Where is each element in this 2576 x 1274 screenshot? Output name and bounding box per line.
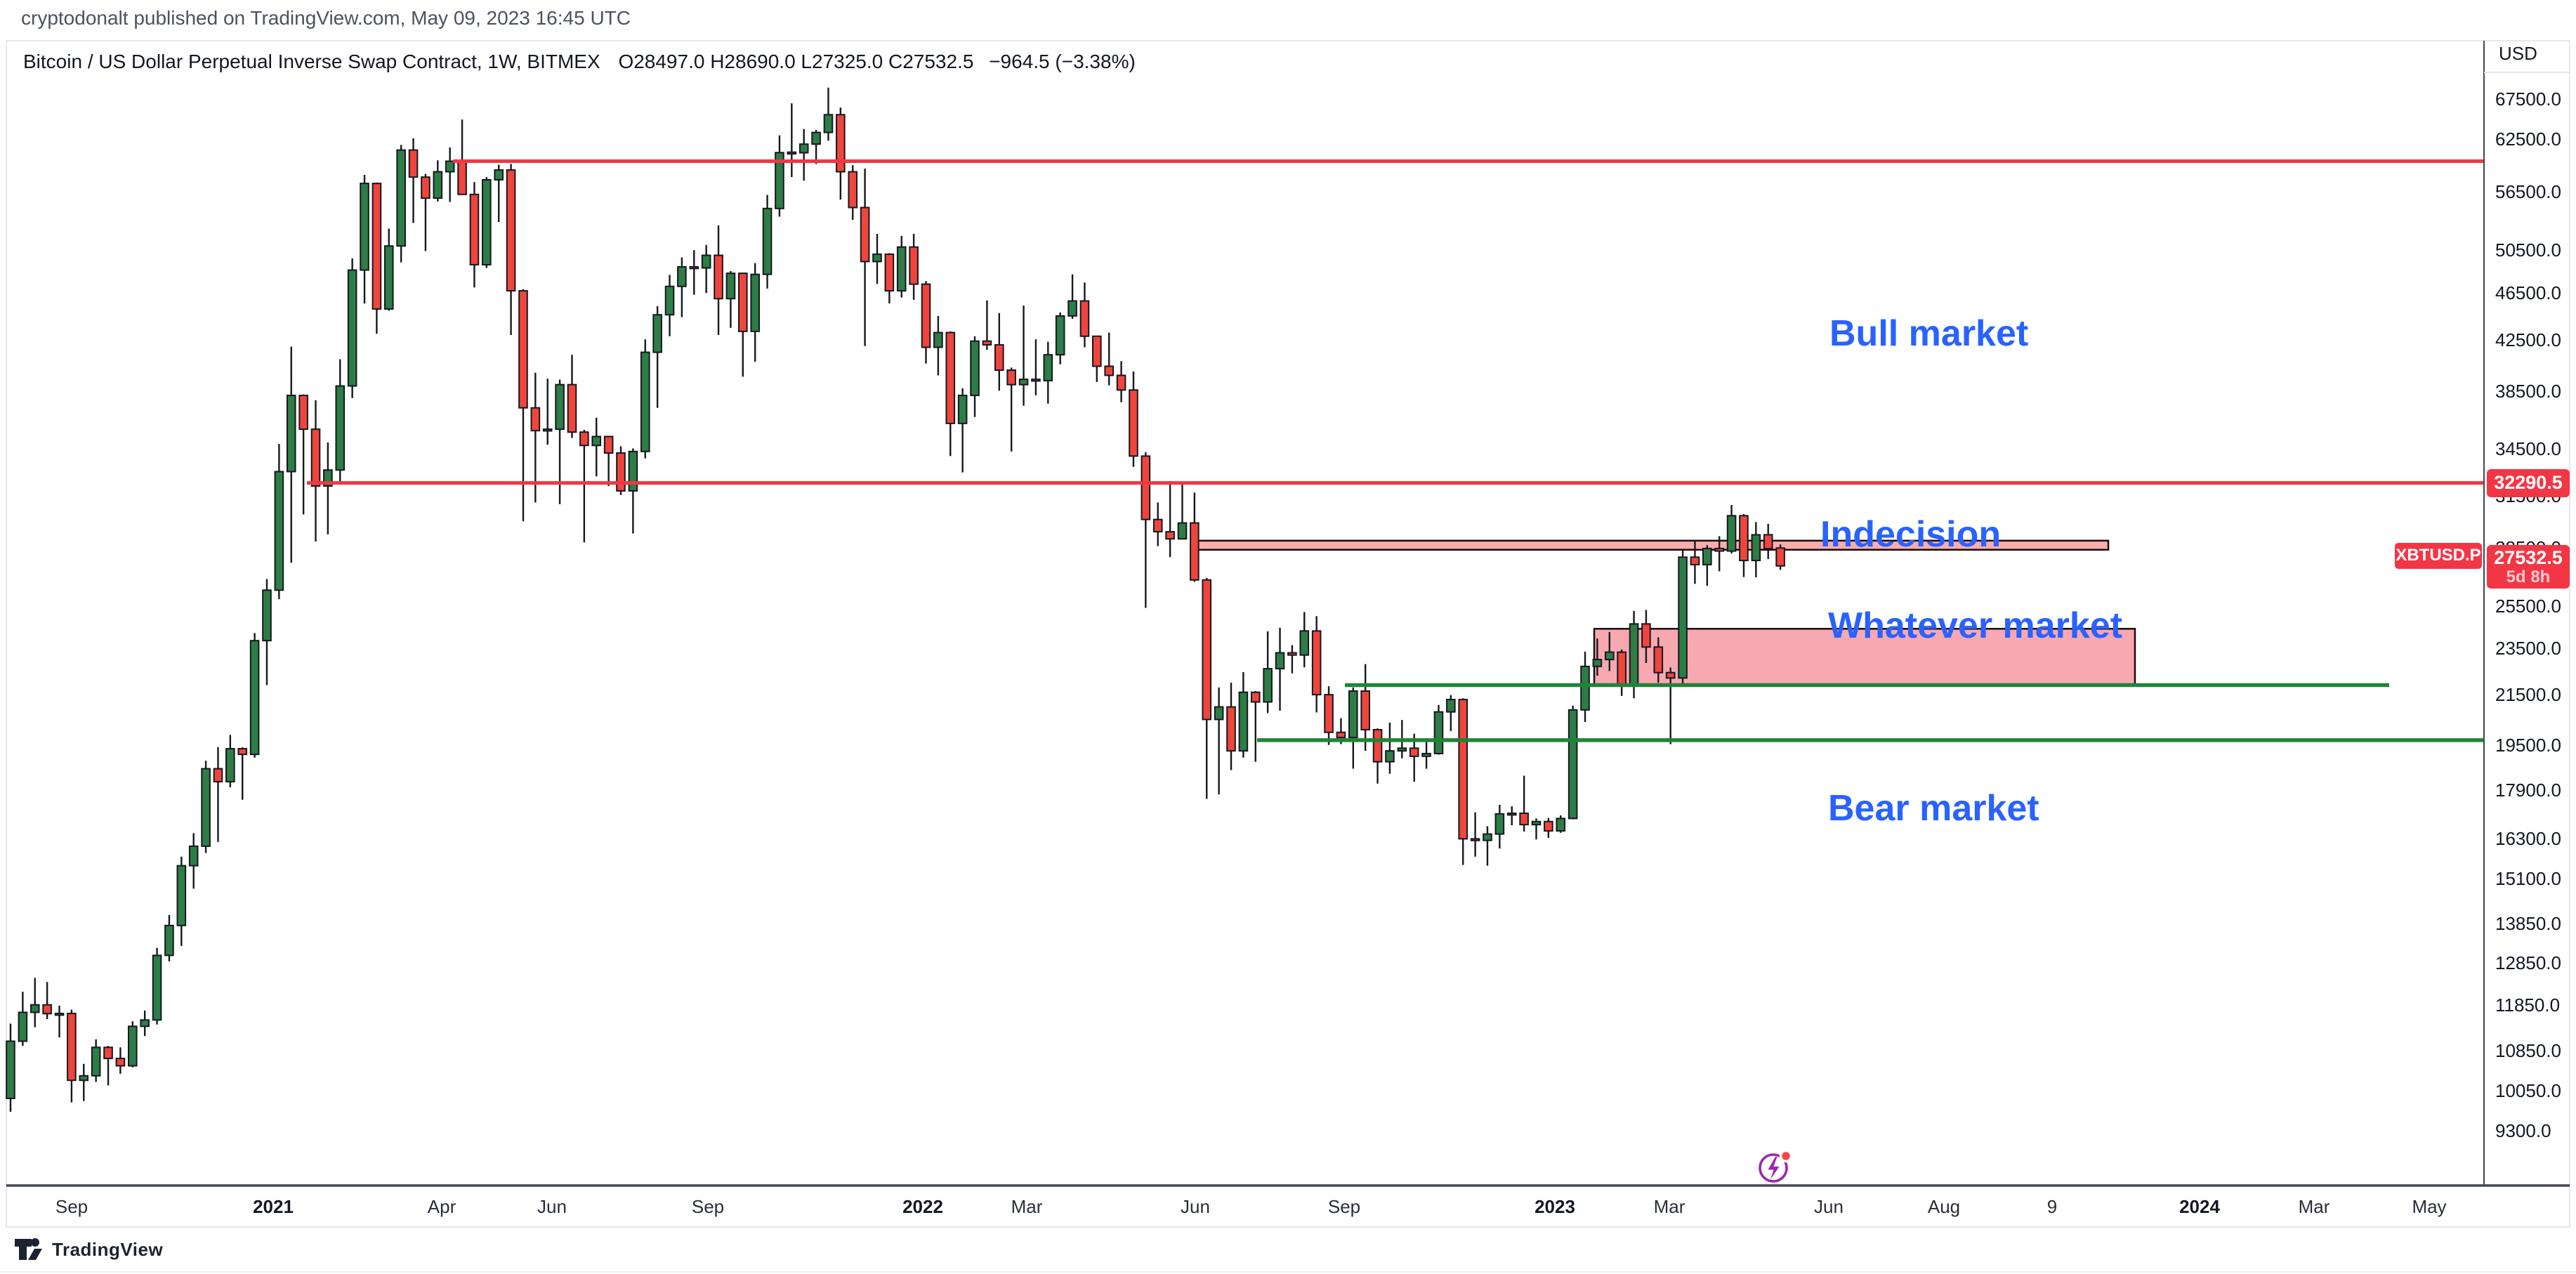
time-tick-year: 2024 [2179,1196,2220,1217]
time-tick-month: Apr [427,1196,456,1217]
price-tick-label: 17900.0 [2495,779,2561,801]
time-tick-month: May [2412,1196,2447,1217]
annotation-whatever-market[interactable]: Whatever market [1828,605,2122,646]
price-tick-label: 15100.0 [2495,868,2561,890]
candles [6,87,1785,1112]
change-value: −964.5 (−3.38%) [989,51,1136,72]
time-tick-month: Sep [55,1196,88,1217]
lightning-circle-icon[interactable] [1759,1149,1793,1183]
annotation-bear-market[interactable]: Bear market [1828,788,2039,829]
bar-countdown: 5d 8h [2506,567,2551,586]
price-tick-label: 34500.0 [2495,438,2561,459]
price-tick-label: 16300.0 [2495,828,2561,850]
price-tick-label: 23500.0 [2495,638,2561,659]
time-tick-month: Aug [1927,1196,1961,1217]
last-price-badge: 27532.5 5d 8h [2487,544,2570,589]
annotation-bull-market[interactable]: Bull market [1829,313,2028,354]
time-tick-month: Mar [1011,1196,1043,1217]
price-tick-label: 10850.0 [2495,1040,2561,1062]
price-tick-label: 62500.0 [2495,129,2561,150]
price-level-badge: 32290.5 [2487,468,2570,497]
price-tick-label: 50500.0 [2495,239,2561,261]
price-tick-label: 56500.0 [2495,180,2561,202]
price-tick-label: 13850.0 [2495,913,2561,935]
price-tick-label: 10050.0 [2495,1079,2561,1101]
time-tick-month: Jun [1814,1196,1844,1217]
annotation-indecision[interactable]: Indecision [1820,514,2001,555]
price-tick-label: 42500.0 [2495,329,2561,350]
price-tick-label: 11850.0 [2495,994,2561,1016]
ohlc-values: O28497.0 H28690.0 L27325.0 C27532.5 [618,51,974,72]
price-tick-label: 21500.0 [2495,684,2561,706]
time-tick-month: Mar [2298,1196,2330,1217]
chart-widget [6,40,2570,1228]
time-tick-year: 2021 [253,1196,294,1217]
time-tick-month: Jun [1181,1196,1210,1217]
price-tick-label: 9300.0 [2495,1120,2551,1142]
footer-divider [0,1271,2576,1273]
tradingview-logo-text: TradingView [52,1238,164,1260]
time-tick-month: Sep [1327,1196,1361,1217]
price-tick-label: 12850.0 [2495,952,2561,973]
time-tick-year: 2023 [1535,1196,1575,1217]
time-tick-month: Sep [691,1196,725,1217]
tradingview-logo[interactable]: TradingView [14,1233,163,1266]
price-tick-label: 67500.0 [2495,88,2561,110]
price-tick-label: 46500.0 [2495,282,2561,304]
time-tick-month: 9 [2046,1196,2058,1217]
tradingview-logo-icon [15,1238,42,1260]
time-tick-year: 2022 [902,1196,943,1217]
time-tick-month: Mar [1653,1196,1685,1217]
symbol-badge: XBTUSD.P [2395,542,2482,569]
price-tick-label: 38500.0 [2495,381,2561,402]
attribution-text: cryptodonalt published on TradingView.co… [21,7,631,29]
price-tick-label: 19500.0 [2495,735,2561,756]
chart-legend[interactable]: Bitcoin / US Dollar Perpetual Inverse Sw… [23,51,1136,73]
price-axis-unit: USD [2499,43,2537,64]
symbol-description: Bitcoin / US Dollar Perpetual Inverse Sw… [23,51,600,72]
time-tick-month: Jun [537,1196,567,1217]
price-tick-label: 25500.0 [2495,595,2561,617]
